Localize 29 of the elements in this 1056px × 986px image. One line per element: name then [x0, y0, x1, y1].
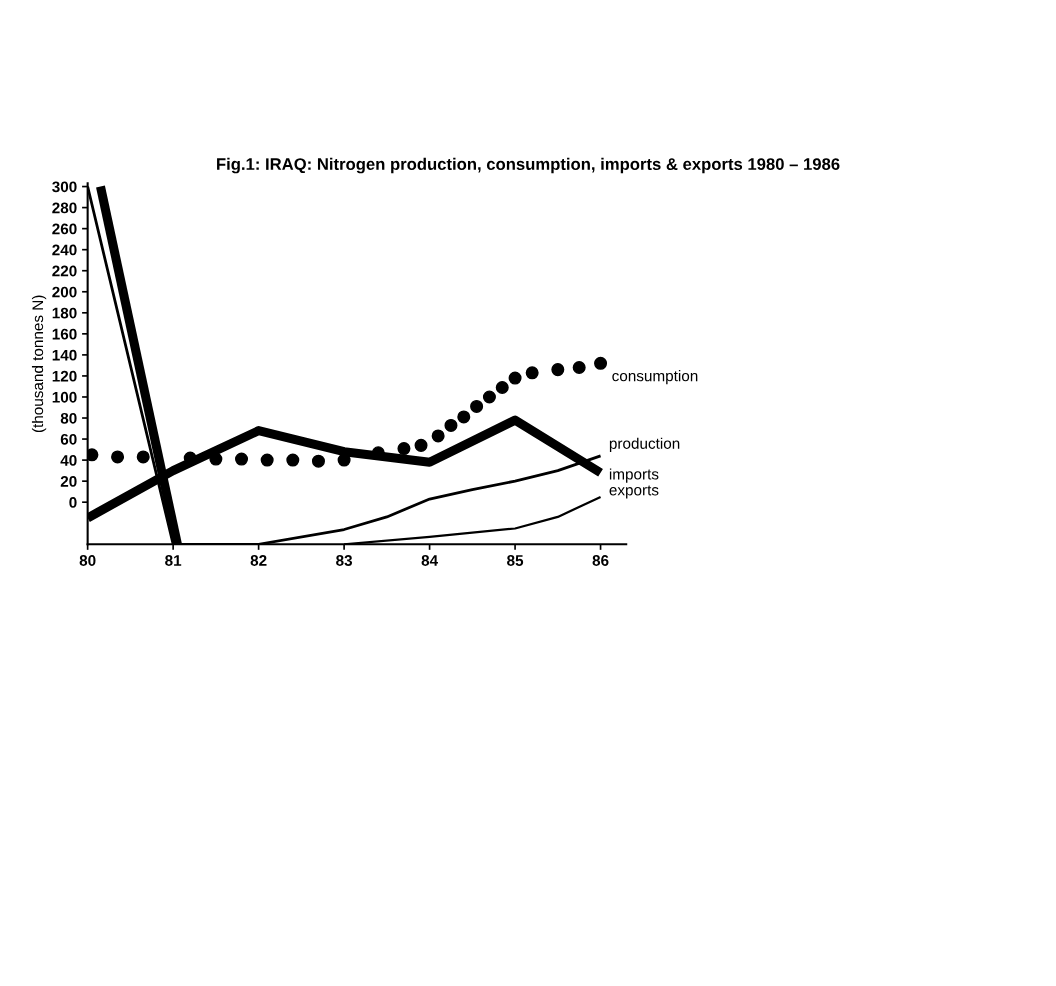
series-label: exports — [609, 485, 659, 499]
x-tick-label: 84 — [421, 555, 439, 566]
y-tick-label: 80 — [60, 412, 77, 424]
y-tick-label: 0 — [69, 497, 77, 508]
x-tick-label: 83 — [336, 555, 353, 566]
series-label: production — [609, 437, 680, 452]
y-tick-label: 180 — [52, 307, 77, 319]
y-tick-label: 240 — [52, 244, 77, 256]
chart-title: Fig.1: IRAQ: Nitrogen production, consumption, imports & exports 1980 – 1986 — [217, 157, 840, 174]
x-tick-label: 86 — [592, 555, 609, 566]
series-label: consumption — [612, 370, 698, 385]
x-tick-label: 85 — [507, 555, 524, 566]
y-tick-label: 160 — [52, 328, 77, 340]
y-tick-label: 40 — [60, 454, 77, 466]
y-tick-label: 140 — [52, 349, 77, 361]
x-tick-label: 80 — [79, 555, 96, 566]
x-tick-label: 81 — [165, 555, 182, 566]
y-tick-label: 60 — [60, 433, 77, 445]
y-tick-label: 280 — [52, 202, 77, 214]
series-label: imports — [609, 468, 659, 483]
y-tick-label: 120 — [52, 370, 77, 382]
y-tick-label: 20 — [60, 476, 77, 487]
y-tick-label: 300 — [52, 181, 77, 193]
y-tick-label: 200 — [52, 286, 77, 298]
y-tick-label: 260 — [52, 223, 77, 235]
y-tick-label: 220 — [52, 265, 77, 277]
x-tick-label: 82 — [250, 555, 267, 566]
y-axis-title: (thousand tonnes N) — [31, 295, 47, 433]
y-tick-label: 100 — [52, 391, 77, 403]
